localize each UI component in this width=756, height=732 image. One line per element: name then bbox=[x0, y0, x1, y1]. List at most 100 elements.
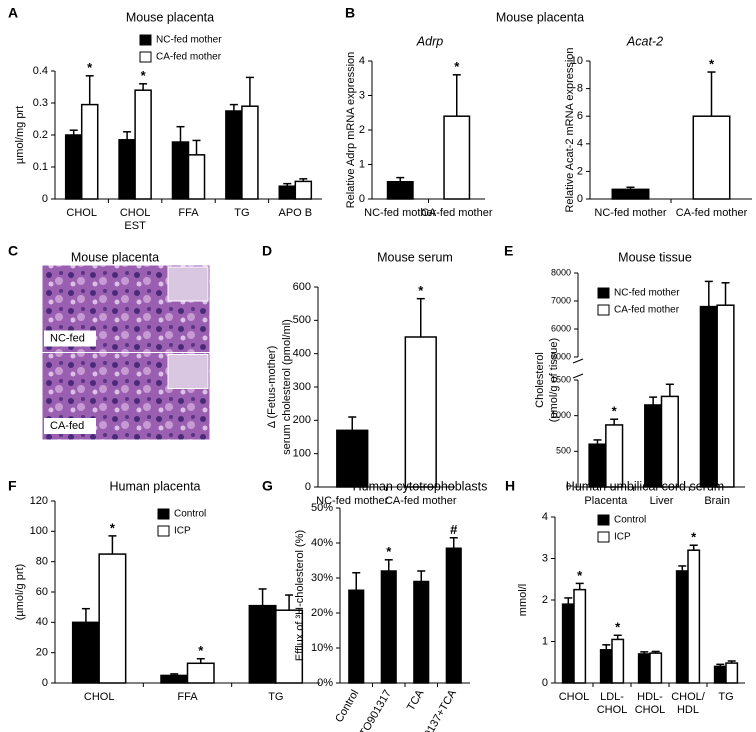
y-tick-label: 60 bbox=[36, 586, 48, 598]
y-tick-label: 2 bbox=[359, 124, 365, 136]
y-tick-label: 3 bbox=[359, 89, 365, 101]
x-tick-label: LDL- bbox=[600, 691, 624, 703]
y-axis-label: Δ (Fetus-mother) bbox=[266, 346, 278, 429]
y-tick-label: 20 bbox=[36, 647, 48, 659]
bar bbox=[80, 103, 99, 200]
bar bbox=[443, 115, 471, 200]
y-tick-label: 6000 bbox=[551, 323, 571, 333]
bar bbox=[692, 115, 731, 200]
legend-swatch bbox=[597, 531, 610, 543]
bar bbox=[725, 662, 739, 684]
x-tick-label: CHOL/ bbox=[671, 691, 706, 703]
x-tick-label: TO901317 bbox=[358, 688, 394, 732]
bar bbox=[380, 570, 397, 684]
label-box bbox=[44, 330, 96, 347]
bar bbox=[599, 649, 613, 684]
label-box bbox=[44, 418, 96, 434]
legend-swatch bbox=[597, 287, 610, 299]
x-tick-label: Control bbox=[333, 688, 361, 725]
y-tick-label: 30% bbox=[311, 572, 333, 584]
panel-letter: E bbox=[504, 243, 513, 259]
y-tick-label: 0.3 bbox=[33, 97, 48, 109]
bar bbox=[611, 188, 650, 200]
panel-letter: G bbox=[262, 478, 273, 494]
y-tick-label: 10 bbox=[571, 55, 583, 67]
y-tick-label: 1 bbox=[542, 635, 548, 647]
chart-subtitle: Adrp bbox=[416, 34, 443, 48]
x-tick-label: CA-fed mother bbox=[676, 207, 748, 219]
y-tick-label: 40% bbox=[311, 537, 333, 549]
y-tick-label: 2 bbox=[577, 165, 583, 177]
y-tick-label: 1500 bbox=[551, 374, 571, 384]
y-tick-label: 200 bbox=[293, 414, 311, 426]
x-tick-label: Liver bbox=[650, 495, 674, 507]
bar bbox=[348, 589, 365, 684]
x-tick-label: CHOL bbox=[597, 704, 628, 716]
y-axis-label: Relative Acat-2 mRNA expression bbox=[564, 47, 576, 212]
y-tick-label: 0 bbox=[42, 193, 48, 205]
bar bbox=[611, 638, 625, 684]
chart-subtitle: Acat-2 bbox=[626, 34, 663, 48]
y-tick-label: 4 bbox=[542, 511, 548, 523]
bar bbox=[225, 110, 243, 200]
y-axis-label: Efflux of ³H-cholesterol (%) bbox=[294, 530, 306, 661]
significance-mark: * bbox=[418, 283, 424, 298]
x-tick-label: Brain bbox=[704, 495, 730, 507]
bar bbox=[160, 674, 189, 684]
bar bbox=[649, 652, 663, 684]
y-tick-label: 1 bbox=[359, 158, 365, 170]
y-tick-label: 0% bbox=[317, 677, 333, 689]
y-tick-label: 0 bbox=[42, 677, 48, 689]
bar bbox=[687, 549, 701, 684]
x-tick-label: NC-fed mother bbox=[364, 207, 436, 219]
y-tick-label: 80 bbox=[36, 556, 48, 568]
bar bbox=[278, 185, 297, 200]
bar bbox=[413, 580, 430, 684]
chart-title: Human placenta bbox=[109, 479, 200, 493]
x-tick-label: FFA bbox=[177, 691, 198, 703]
y-axis-label: Relative Adrp mRNA expression bbox=[345, 52, 357, 209]
chart-title: Mouse placenta bbox=[496, 10, 584, 24]
y-tick-label: 8 bbox=[577, 83, 583, 95]
chart-title: Mouse serum bbox=[377, 250, 453, 264]
significance-mark: * bbox=[198, 643, 204, 658]
x-tick-label: CHOL bbox=[66, 207, 97, 219]
panel-letter: C bbox=[8, 243, 18, 259]
significance-mark: * bbox=[691, 530, 697, 545]
x-tick-label: NC-fed mother bbox=[594, 207, 666, 219]
bar bbox=[275, 609, 304, 684]
bar bbox=[713, 665, 727, 684]
x-tick-label: HDL bbox=[677, 704, 699, 716]
legend-swatch bbox=[157, 508, 170, 520]
axis-break bbox=[572, 373, 584, 379]
x-tick-label: CA-fed mother bbox=[385, 495, 457, 507]
y-tick-label: 120 bbox=[30, 495, 48, 507]
chart-title: Human umbilical cord serum bbox=[566, 479, 724, 493]
y-tick-label: 500 bbox=[556, 446, 571, 456]
y-tick-label: 0 bbox=[566, 481, 571, 491]
axis-break bbox=[572, 358, 584, 364]
image-label: NC-fed bbox=[50, 332, 85, 344]
legend-label: NC-fed mother bbox=[156, 35, 222, 46]
y-axis-label: (pmol/g of tissue) bbox=[548, 338, 560, 422]
x-tick-label: TCA bbox=[405, 687, 427, 713]
legend-swatch bbox=[139, 34, 152, 46]
x-tick-label: EST bbox=[124, 220, 146, 232]
y-tick-label: 10% bbox=[311, 642, 333, 654]
legend-swatch bbox=[597, 304, 610, 316]
inset bbox=[167, 354, 209, 389]
y-tick-label: 3 bbox=[542, 552, 548, 564]
legend-label: ICP bbox=[614, 532, 631, 543]
y-tick-label: 100 bbox=[30, 525, 48, 537]
y-tick-label: 4 bbox=[577, 138, 583, 150]
panel-letter: A bbox=[8, 5, 18, 21]
bar bbox=[186, 662, 215, 684]
chart-title: Mouse placenta bbox=[126, 10, 214, 24]
x-tick-label: TG bbox=[268, 691, 283, 703]
legend-swatch bbox=[139, 51, 152, 63]
bar bbox=[248, 604, 277, 684]
bar bbox=[605, 424, 624, 488]
legend-swatch bbox=[597, 514, 610, 526]
legend-swatch bbox=[157, 525, 170, 537]
y-tick-label: 0 bbox=[305, 481, 311, 493]
